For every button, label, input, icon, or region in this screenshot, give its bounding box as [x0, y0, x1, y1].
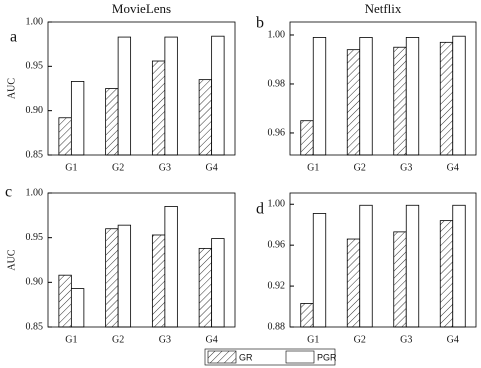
bar — [405, 37, 420, 156]
panel-label: d — [256, 201, 264, 218]
plot-frame — [289, 192, 477, 328]
x-tick-label: G1 — [65, 334, 77, 345]
bar — [105, 228, 119, 328]
bar — [300, 120, 314, 156]
x-tick-label: G1 — [307, 162, 319, 173]
y-tick-label: 1.00 — [26, 187, 44, 198]
y-tick-label: 0.85 — [26, 149, 44, 160]
legend-label: PGR — [317, 352, 337, 362]
y-tick-label: 1.00 — [26, 16, 44, 27]
y-tick-label: 0.95 — [26, 61, 44, 72]
chart-title: MovieLens — [112, 1, 171, 16]
x-tick-label: G2 — [354, 334, 366, 345]
bar — [452, 35, 466, 156]
x-tick-label: G4 — [447, 334, 459, 345]
y-tick-label: 0.96 — [268, 239, 286, 250]
bar — [393, 46, 407, 156]
y-tick-label: 0.90 — [26, 277, 44, 288]
panel-label: b — [256, 15, 264, 32]
bar — [105, 88, 119, 156]
bar — [198, 247, 213, 328]
y-tick-label: 0.95 — [26, 232, 44, 243]
y-tick-label: 0.90 — [26, 105, 44, 116]
y-axis-label: AUC — [6, 249, 17, 270]
bar — [151, 60, 166, 156]
bar — [117, 36, 132, 156]
bar — [346, 238, 361, 328]
x-tick-label: G2 — [112, 162, 124, 173]
y-tick-label: 1.00 — [268, 29, 286, 40]
bar — [151, 234, 166, 328]
x-tick-label: G3 — [159, 334, 171, 345]
bar — [312, 37, 327, 156]
plot-frame — [47, 21, 236, 156]
bar — [164, 36, 178, 156]
legend-swatch — [285, 350, 315, 364]
x-tick-label: G4 — [206, 162, 218, 173]
bar — [452, 204, 466, 328]
panel-label: c — [5, 184, 12, 201]
bar — [359, 204, 373, 328]
y-tick-label: 0.96 — [268, 127, 286, 138]
panel-label: a — [10, 29, 17, 46]
x-tick-label: G2 — [354, 162, 366, 173]
bar — [58, 117, 72, 156]
y-tick-label: 0.88 — [268, 321, 286, 332]
plot-frame — [289, 21, 477, 156]
x-tick-label: G3 — [159, 162, 171, 173]
x-tick-label: G4 — [447, 162, 459, 173]
x-tick-label: G3 — [400, 162, 412, 173]
x-tick-label: G2 — [112, 334, 124, 345]
bar — [211, 35, 225, 156]
y-tick-label: 0.92 — [268, 280, 286, 291]
bar — [164, 205, 178, 328]
y-axis-label: AUC — [6, 78, 17, 99]
bar — [58, 274, 72, 328]
x-tick-label: G3 — [400, 334, 412, 345]
bar — [439, 220, 454, 328]
y-tick-label: 0.98 — [268, 78, 286, 89]
y-tick-label: 0.85 — [26, 321, 44, 332]
chart-title: Netflix — [365, 1, 402, 16]
x-tick-label: G4 — [206, 334, 218, 345]
bar — [405, 204, 420, 328]
bar — [312, 213, 327, 328]
plot-frame — [47, 192, 236, 328]
x-tick-label: G1 — [307, 334, 319, 345]
bar — [439, 41, 454, 156]
bar — [393, 231, 407, 328]
bar — [70, 81, 85, 156]
y-tick-label: 1.00 — [268, 199, 286, 210]
bar — [198, 79, 213, 156]
bar — [117, 224, 132, 328]
legend-label: GR — [239, 352, 253, 362]
bar — [70, 288, 85, 328]
bar — [346, 49, 361, 156]
bar — [359, 37, 373, 156]
bar — [211, 238, 225, 328]
legend-swatch — [207, 350, 237, 364]
x-tick-label: G1 — [65, 162, 77, 173]
bar — [300, 303, 314, 328]
